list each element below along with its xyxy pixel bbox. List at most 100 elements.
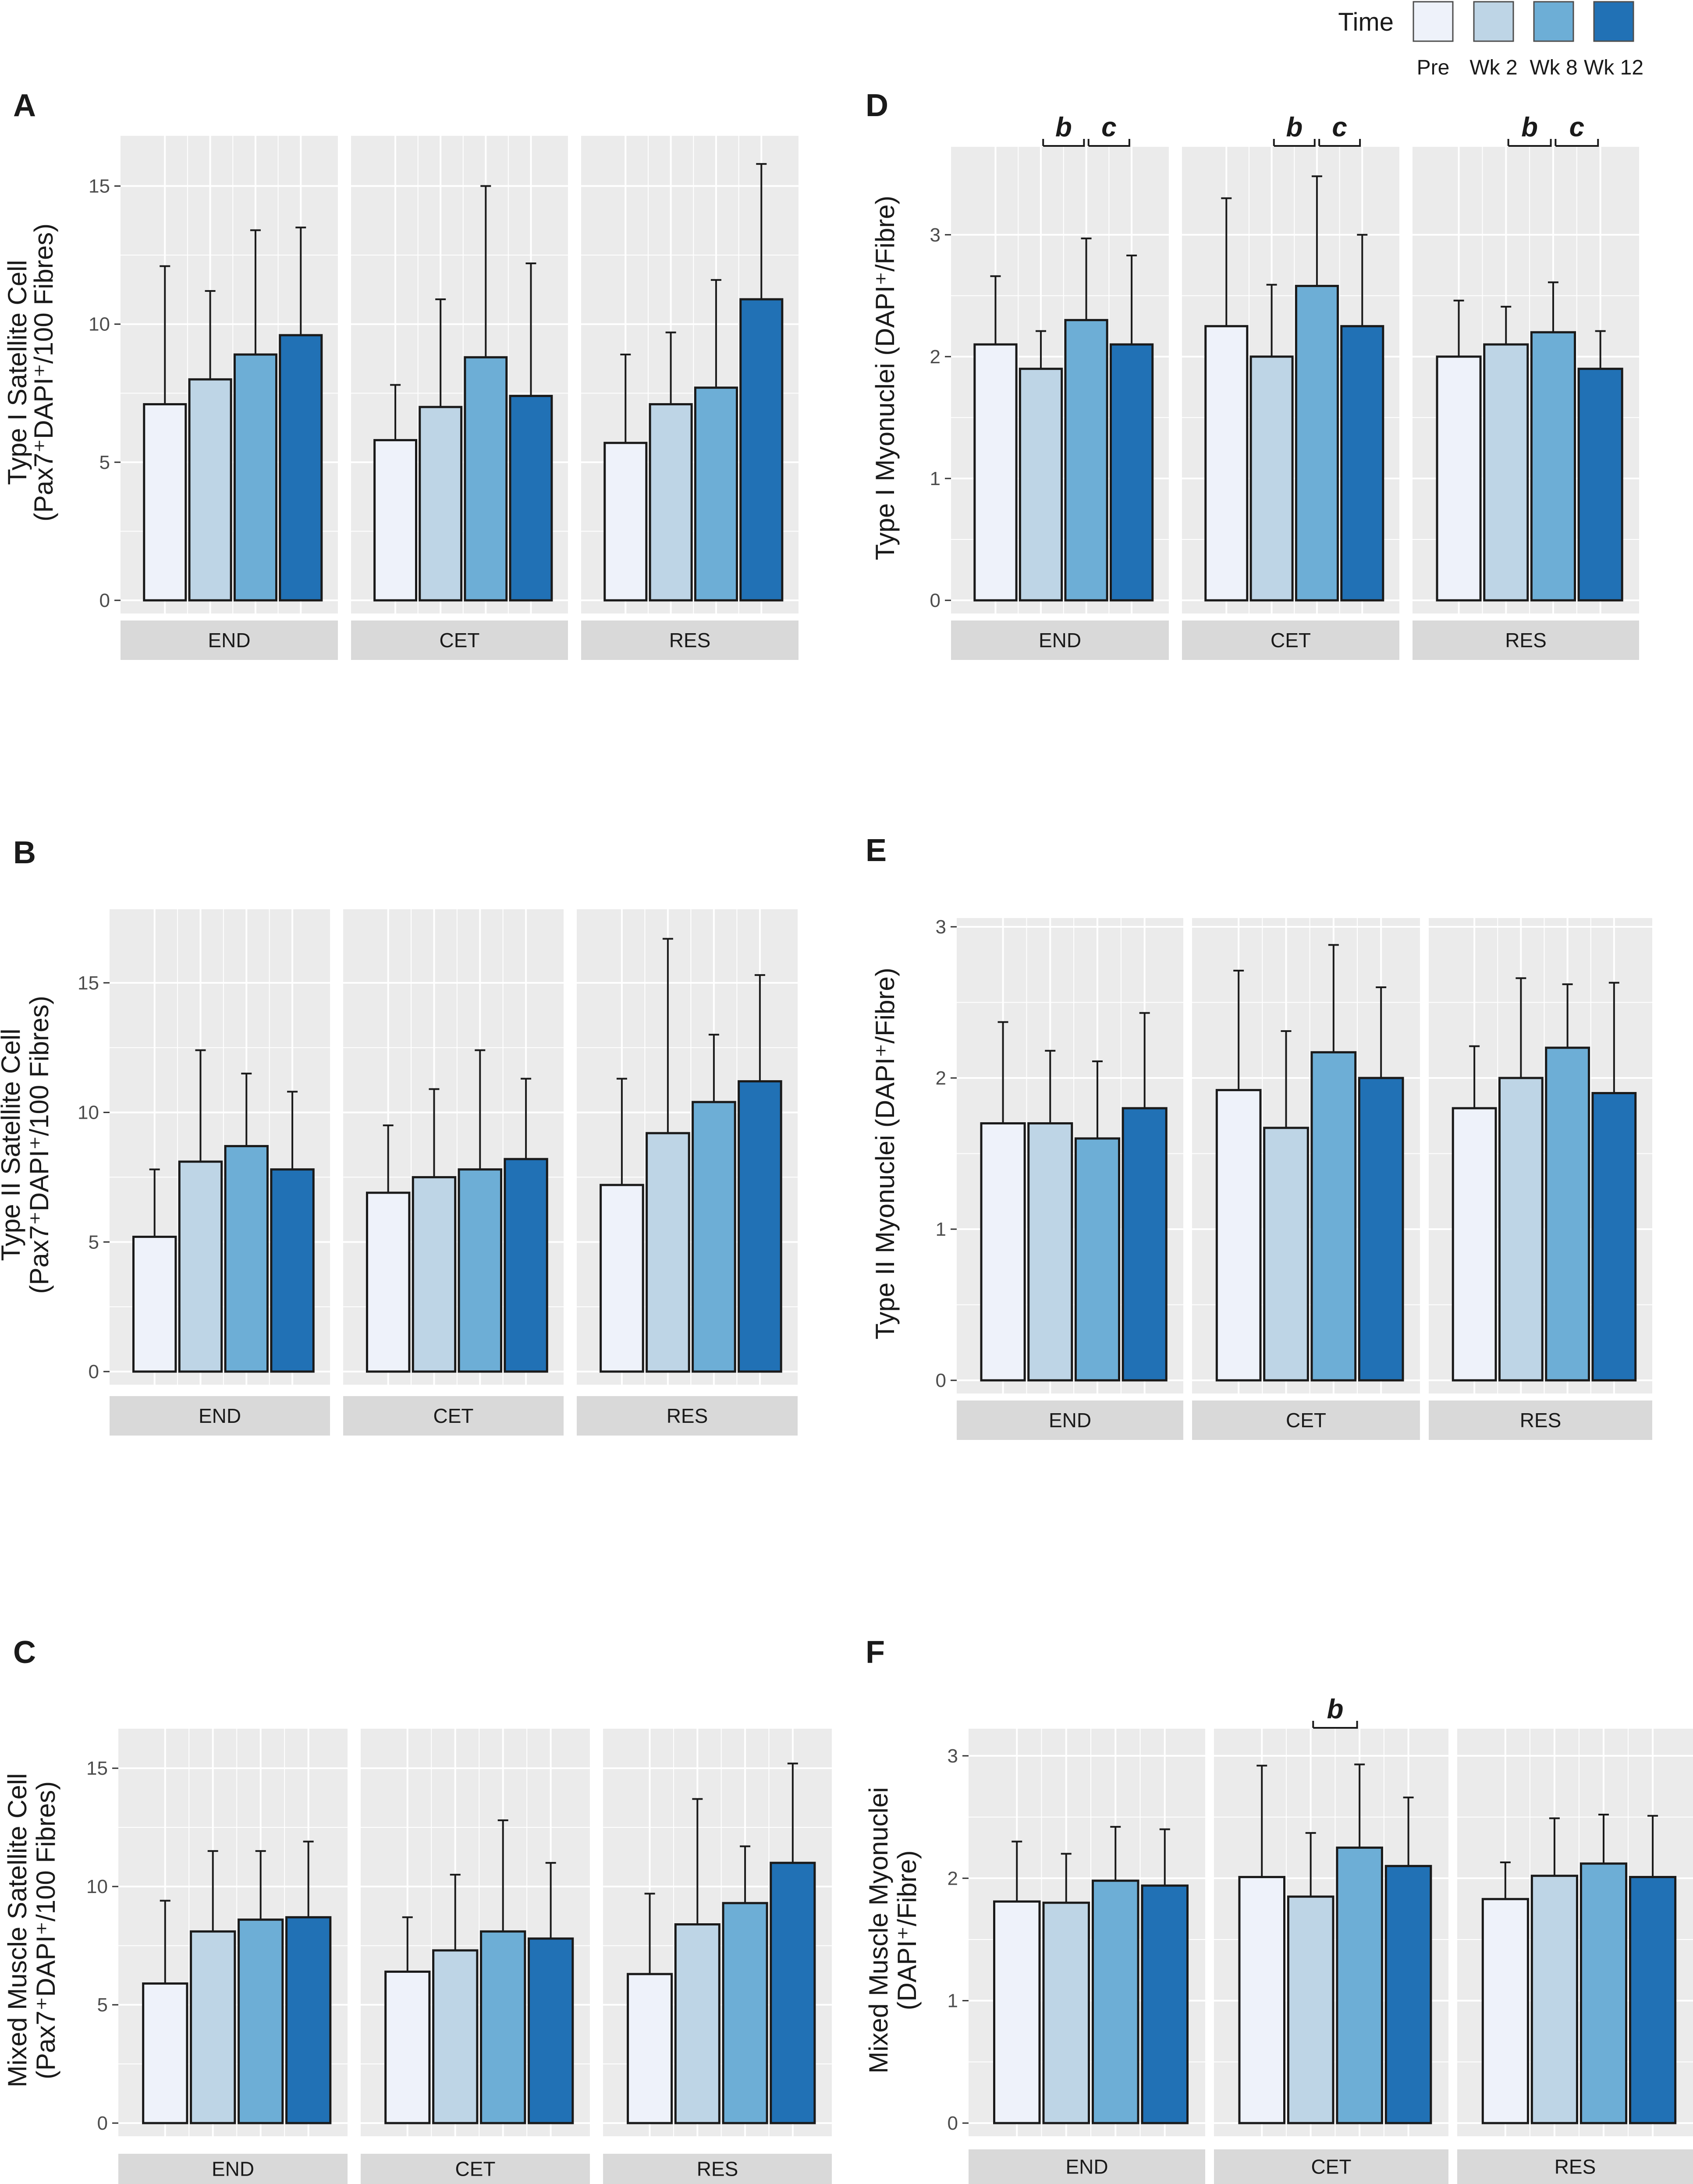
bar-pre [1238,1876,1285,2124]
legend-label-2: Wk 2 [1469,56,1517,79]
facet-cet: CET [1192,918,1420,1440]
strip-background [118,2154,348,2184]
bar-wk-8 [464,356,508,602]
strip-background [581,620,799,660]
y-tick-label: 0 [936,1370,946,1391]
y-tick-label: 3 [936,916,946,938]
bar-wk-8 [1295,285,1339,602]
strip-label: RES [667,1404,708,1427]
strip-label: END [212,2158,254,2180]
facet-cet: CET [361,1729,590,2184]
bar-wk-2 [1498,1077,1544,1382]
y-tick-label: 15 [78,972,99,994]
bar-wk-12 [1122,1107,1168,1382]
strip-label: END [208,629,250,652]
bar-wk-2 [674,1923,721,2124]
bar-wk-2 [1263,1127,1309,1382]
bar-wk-2 [190,1930,236,2124]
bar-wk-8 [480,1930,526,2124]
bar-pre [132,1235,177,1373]
strip-label: END [199,1404,241,1427]
strip-label: END [1065,2156,1108,2178]
bar-wk-12 [1340,325,1384,602]
y-tick-label: 0 [948,2113,958,2134]
bar-pre [1204,325,1249,602]
bar-pre [603,442,648,602]
significance-label: b [1055,112,1072,142]
y-tick-label: 0 [97,2113,108,2134]
legend-label-3: Wk 8 [1530,56,1577,79]
strip-label: CET [433,1404,474,1427]
bar-wk-2 [178,1160,223,1373]
bar-wk-12 [285,1916,332,2124]
legend-title: Time [1338,8,1394,36]
panel-label-F: F [866,1635,885,1670]
facet-end: END [951,147,1169,660]
y-tick-label: 3 [948,1745,958,1767]
strip-label: END [1039,629,1081,652]
bar-pre [627,1973,673,2124]
facet-res: RES [1429,918,1652,1440]
y-tick-label: 15 [89,176,110,197]
y-tick-label: 2 [936,1067,946,1089]
bar-wk-8 [1336,1846,1383,2124]
bar-wk-2 [1287,1895,1335,2124]
bar-wk-8 [1092,1879,1139,2124]
legend: Time Pre Wk 2 Wk 8 Wk 12 [1338,1,1643,79]
bar-wk-12 [770,1861,816,2124]
significance-label: b [1327,1694,1343,1724]
panel-label-B: B [13,835,36,870]
facet-cet: CET [1214,1729,1448,2184]
y-axis-label: Mixed Muscle Satellite Cell [3,1773,32,2088]
significance-bracket [1555,139,1599,147]
panel-label-C: C [13,1635,36,1670]
facet-cet: CET [1182,147,1399,660]
y-tick-label: 2 [930,346,941,368]
bar-pre [1452,1107,1497,1382]
y-tick-label: 10 [78,1102,99,1124]
panel-C: C Mixed Muscle Satellite Cell(Pax7⁺DAPI⁺/… [3,1635,832,2184]
legend-label-4: Wk 12 [1584,56,1643,79]
bar-wk-8 [1310,1051,1357,1382]
panel-F: F Mixed Muscle Myonuclei(DAPI⁺/Fibre) 0 1 2 3… [864,1635,1693,2184]
bar-wk-12 [279,334,323,602]
strip-background [1457,2149,1693,2184]
strip-label: END [1049,1409,1091,1432]
bar-wk-12 [1358,1077,1404,1382]
bar-wk-2 [419,406,463,602]
strip-background [603,2154,832,2184]
y-tick-label: 5 [97,1994,108,2016]
bar-wk-2 [1530,1875,1578,2124]
bar-wk-12 [528,1937,574,2124]
significance-label: c [1332,112,1347,142]
strip-label: CET [1286,1409,1326,1432]
bar-pre [366,1191,411,1373]
y-axis-label-line-2: (Pax7⁺DAPI⁺/100 Fibres) [29,223,58,521]
bar-wk-12 [739,298,784,602]
strip-label: RES [1555,2156,1596,2178]
bar-wk-12 [738,1080,782,1373]
bar-pre [143,403,187,602]
facet-res: RES [577,909,798,1436]
y-tick-label: 1 [948,1990,958,2012]
bar-wk-8 [694,386,738,602]
strip-background [121,620,338,660]
y-tick-label: 2 [948,1868,958,1889]
bar-wk-8 [238,1918,284,2124]
strip-background [1192,1400,1420,1440]
panel-E: E Type II Myonuclei (DAPI⁺/Fibre) 0 1 2 3 END C… [866,833,1652,1440]
y-axis-label: Type II Satellite Cell [0,1028,25,1261]
bar-wk-2 [1019,368,1063,602]
bar-wk-8 [233,353,277,602]
strip-background [1214,2149,1448,2184]
legend-key-3 [1533,1,1574,42]
bar-pre [384,1970,431,2124]
strip-label: CET [1271,629,1311,652]
strip-background [957,1400,1183,1440]
strip-label: RES [697,2158,738,2180]
y-axis-label-line-2: (DAPI⁺/Fibre) [892,1850,922,2010]
y-tick-label: 5 [89,1231,99,1253]
bar-wk-2 [188,378,232,602]
